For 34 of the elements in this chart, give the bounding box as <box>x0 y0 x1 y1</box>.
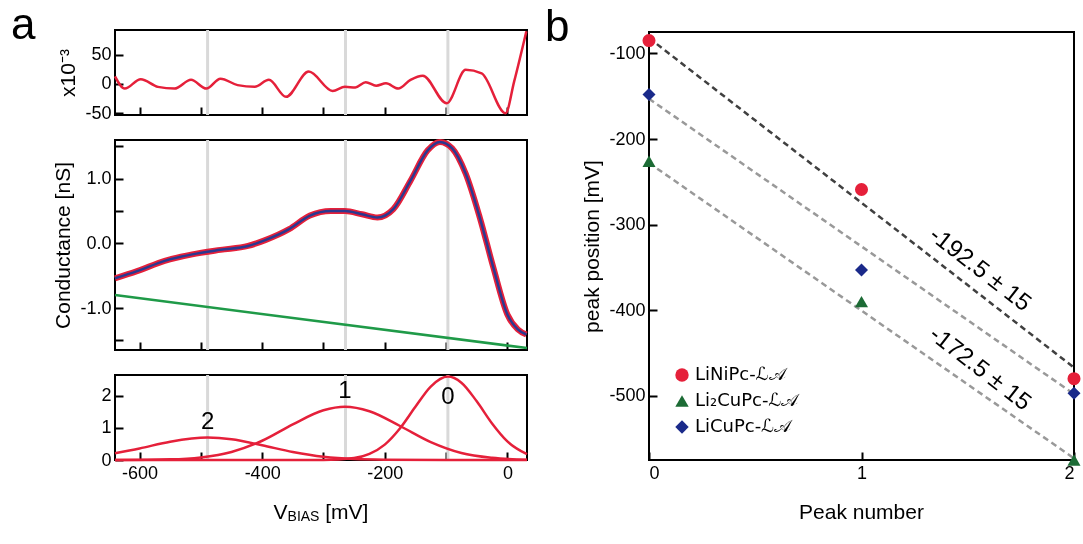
y-tick-label: 0 <box>101 449 112 470</box>
y-tick-label: -100 <box>609 42 646 63</box>
y-tick-label: 1 <box>101 417 112 438</box>
x-tick-label: 1 <box>856 462 868 483</box>
chart-title: a <box>11 0 36 50</box>
annotation: 0 <box>441 381 455 409</box>
y-axis-title: Conductance [nS] <box>51 162 75 329</box>
y-tick-label: 0.0 <box>86 232 112 253</box>
chart-title: b <box>545 0 570 52</box>
y-tick-label: -1.0 <box>80 297 112 318</box>
y-tick-label: -400 <box>609 299 646 320</box>
x-tick-label: -400 <box>244 462 281 483</box>
x-axis-title: Peak number <box>799 500 924 524</box>
y-tick-label: 0 <box>101 73 112 94</box>
annotation: 1 <box>338 375 352 403</box>
y-tick-label: 2 <box>101 385 112 406</box>
legend-label: LiCuPc-ℒ𝒜 <box>695 415 794 436</box>
y-tick-label: 1.0 <box>86 168 112 189</box>
x-axis-title: V$_{BIAS}$ [mV] <box>273 500 369 524</box>
x-tick-label: -200 <box>367 462 404 483</box>
y-tick-label: 50 <box>91 44 112 65</box>
y-tick-label: -500 <box>609 385 646 406</box>
annotation: 2 <box>200 406 215 434</box>
x-tick-label: -600 <box>122 462 159 483</box>
y-axis-title: peak position [mV] <box>580 160 604 333</box>
y-axis-title: x10⁻³ <box>56 49 80 97</box>
x-tick-label: 0 <box>649 462 660 483</box>
y-tick-label: -200 <box>609 128 646 149</box>
x-tick-label: 0 <box>502 462 513 483</box>
x-tick-label: 2 <box>1064 462 1075 483</box>
legend-label: LiNiPc-ℒ𝒜 <box>695 363 788 384</box>
y-tick-label: -50 <box>85 102 112 123</box>
y-tick-label: -300 <box>609 214 646 235</box>
legend-label: Li₂CuPc-ℒ𝒜 <box>695 389 801 410</box>
